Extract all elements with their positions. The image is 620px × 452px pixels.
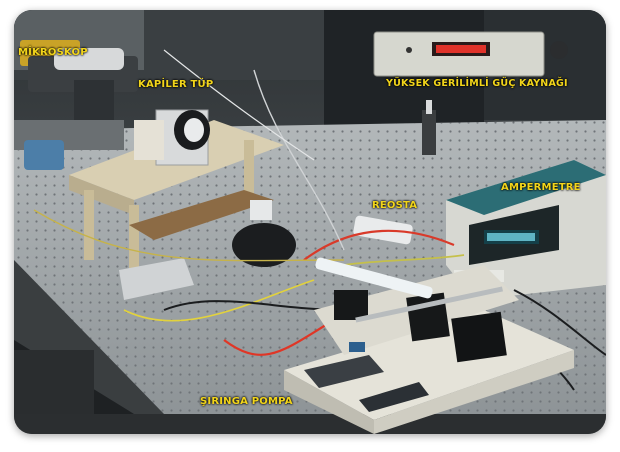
label-microscope: MİKROSKOP xyxy=(18,47,88,58)
photo-frame: MİKROSKOP KAPİLER TÜP YÜKSEK GERİLİMLİ G… xyxy=(14,10,606,434)
keypad-icon xyxy=(359,382,429,412)
label-syringe-pump: ŞIRINGA POMPA xyxy=(200,396,293,407)
label-rheostat: REOSTA xyxy=(372,200,418,211)
label-ammeter: AMPERMETRE xyxy=(501,182,581,193)
label-capillary-tube: KAPİLER TÜP xyxy=(138,79,214,90)
lcd-display-icon xyxy=(487,233,535,241)
lab-setup-photo xyxy=(14,10,606,434)
label-hv-power-supply: YÜKSEK GERİLİMLİ GÜÇ KAYNAĞI xyxy=(386,78,568,89)
